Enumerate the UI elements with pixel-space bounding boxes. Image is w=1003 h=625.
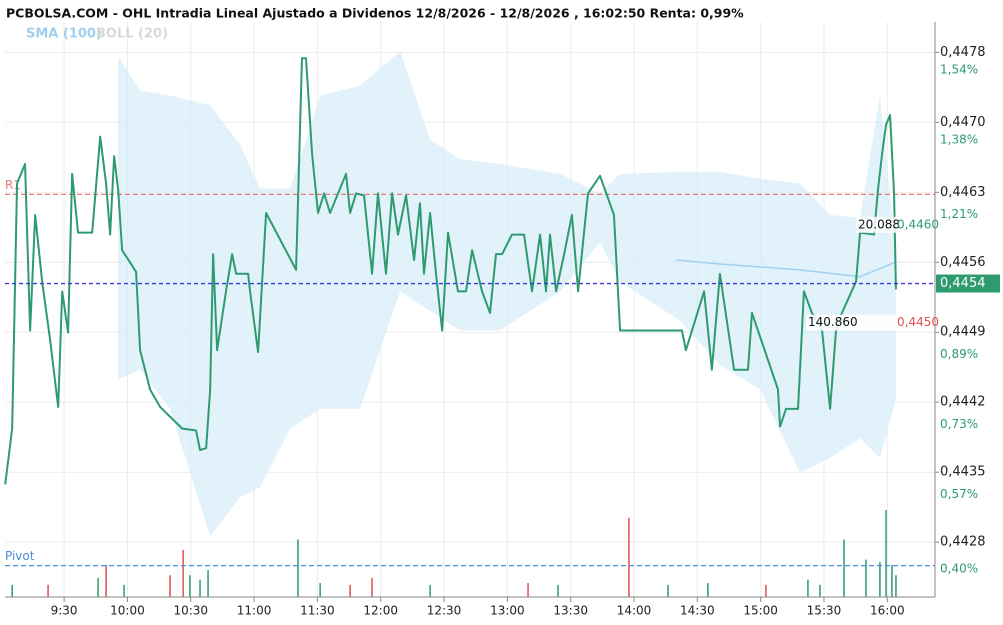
price-line: [4, 57, 897, 485]
y-tick-label: 0,4442: [940, 395, 986, 410]
x-tick-label: 11:30: [300, 604, 335, 618]
volume-bar: [319, 583, 321, 597]
x-tick-label: 13:00: [490, 604, 525, 618]
volume-bar: [11, 584, 13, 597]
volume-bar: [371, 577, 373, 597]
plot: 9:30 10:00 10:30 11:00 11:30 12:00 12:30 13:00 1…: [4, 22, 1000, 618]
volume-bar: [557, 584, 559, 597]
y-tick-label: 0,4456: [940, 255, 986, 270]
y-tick-label: 0,4435: [940, 465, 986, 480]
x-tick-label: 12:30: [427, 604, 462, 618]
volume-bar: [97, 577, 99, 597]
annotation-quantity: 20.088: [858, 217, 900, 231]
volume-bar: [765, 584, 767, 597]
volume-bar: [895, 575, 897, 597]
volume-bar: [349, 584, 351, 597]
volume-bar: [819, 584, 821, 597]
x-tick-label: 9:30: [51, 604, 78, 618]
volume-bar: [667, 584, 669, 597]
y-tick-label: 0,4470: [940, 115, 986, 130]
x-tick-label: 11:00: [237, 604, 272, 618]
volume-bar: [885, 510, 887, 597]
volume-bar: [865, 559, 867, 597]
volume-bar: [105, 564, 107, 597]
x-tick-label: 10:30: [173, 604, 208, 618]
y2-tick-label: 0,73%: [940, 417, 978, 431]
last-price-box: [936, 274, 1000, 293]
y-tick-label: 0,4428: [940, 535, 986, 550]
x-tick-label: 14:30: [680, 604, 715, 618]
volume-bar: [843, 539, 845, 597]
annotation-bg: [856, 216, 935, 233]
x-tick-label: 14:00: [617, 604, 652, 618]
volume-bar: [807, 579, 809, 597]
volume-bar: [891, 564, 893, 597]
annotation-bg: [806, 314, 935, 331]
y-tick-label: 0,4449: [940, 325, 986, 340]
x-tick-label: 12:00: [363, 604, 398, 618]
y2-tick-label: 0,89%: [940, 347, 978, 361]
bollinger-band: [118, 51, 896, 537]
volume-bar: [628, 517, 630, 597]
level-label: Pivot: [5, 549, 35, 563]
annotation-price: 0,4450: [897, 315, 939, 329]
y2-tick-label: 1,38%: [940, 133, 978, 147]
volume-bar: [429, 584, 431, 597]
y2-tick-label: 1,21%: [940, 207, 978, 221]
chart-title: PCBOLSA.COM - OHL Intradia Lineal Ajusta…: [6, 6, 744, 21]
volume-bar: [169, 575, 171, 597]
legend-sma: SMA (100): [26, 27, 102, 42]
volume-bar: [182, 550, 184, 597]
x-tick-label: 13:30: [553, 604, 588, 618]
y-tick-label: 0,4463: [940, 185, 986, 200]
volume-bar: [707, 583, 709, 597]
x-tick-label: 16:00: [870, 604, 905, 618]
y2-tick-label: 0,40%: [940, 561, 978, 575]
annotation-price: 0,4460: [897, 217, 939, 231]
volume-bar: [189, 575, 191, 597]
x-tick-label: 10:00: [110, 604, 145, 618]
y2-tick-label: 0,57%: [940, 487, 978, 501]
y-tick-label: 0,4478: [940, 45, 986, 60]
volume-bar: [47, 584, 49, 597]
x-tick-label: 15:00: [743, 604, 778, 618]
volume-bar: [199, 579, 201, 597]
y2-tick-label: 1,54%: [940, 63, 978, 77]
x-tick-label: 15:30: [807, 604, 842, 618]
sma-line: [675, 259, 897, 278]
volume-bar: [527, 583, 529, 597]
volume-bar: [207, 570, 209, 597]
legend-boll: BOLL (20): [96, 27, 168, 42]
volume-bar: [879, 562, 881, 597]
volume-bar: [123, 584, 125, 597]
volume-bar: [297, 539, 299, 597]
last-price-label: 0,4454: [940, 276, 986, 291]
annotation-quantity: 140.860: [808, 315, 858, 329]
